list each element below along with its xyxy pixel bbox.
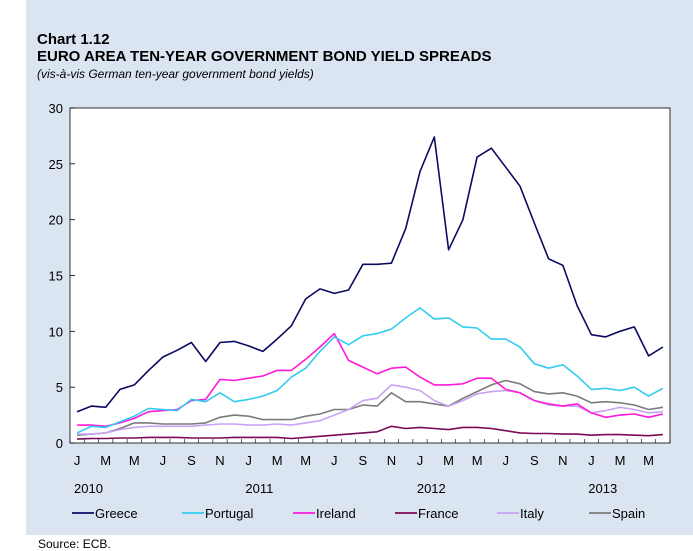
x-year-label: 2010 xyxy=(74,481,103,496)
series-line-spain xyxy=(77,379,664,436)
y-tick-label: 30 xyxy=(49,101,63,116)
x-tick-label: J xyxy=(502,453,509,468)
legend-label-ireland: Ireland xyxy=(316,506,356,521)
x-tick-label: M xyxy=(100,453,111,468)
x-tick-label: M xyxy=(300,453,311,468)
y-tick-label: 20 xyxy=(49,213,63,228)
x-tick-label: J xyxy=(160,453,167,468)
series-lines xyxy=(76,136,664,440)
chart-subtitle: (vis-à-vis German ten-year government bo… xyxy=(37,67,314,81)
legend-label-greece: Greece xyxy=(95,506,138,521)
x-tick-label: J xyxy=(74,453,81,468)
y-tick-label: 0 xyxy=(56,436,63,451)
legend-label-spain: Spain xyxy=(612,506,645,521)
x-tick-label: S xyxy=(530,453,539,468)
legend: Greece Portugal Ireland France Italy Spain xyxy=(72,506,645,521)
legend-label-italy: Italy xyxy=(520,506,544,521)
series-line-france xyxy=(77,425,663,440)
x-tick-label: M xyxy=(272,453,283,468)
x-tick-label: S xyxy=(187,453,196,468)
y-tick-label: 25 xyxy=(49,157,63,172)
y-tick-label: 10 xyxy=(49,324,63,339)
series-line-greece xyxy=(76,136,664,413)
x-year-label: 2012 xyxy=(417,481,446,496)
x-tick-label: N xyxy=(558,453,567,468)
chart-title: EURO AREA TEN-YEAR GOVERNMENT BOND YIELD… xyxy=(37,48,492,65)
plot-area xyxy=(69,107,671,444)
source-note: Source: ECB. xyxy=(38,537,111,551)
x-tick-label: M xyxy=(472,453,483,468)
x-year-label: 2013 xyxy=(588,481,617,496)
x-tick-label: S xyxy=(359,453,368,468)
y-tick-label: 5 xyxy=(56,380,63,395)
legend-label-france: France xyxy=(418,506,458,521)
series-line-portugal xyxy=(76,307,664,434)
x-tick-label: J xyxy=(331,453,338,468)
x-tick-label: J xyxy=(588,453,595,468)
chart-number: Chart 1.12 xyxy=(37,31,110,48)
x-tick-label: N xyxy=(215,453,224,468)
x-tick-label: J xyxy=(417,453,424,468)
x-tick-label: N xyxy=(387,453,396,468)
x-tick-label: M xyxy=(443,453,454,468)
y-tick-label: 15 xyxy=(49,269,63,284)
x-tick-label: M xyxy=(129,453,140,468)
legend-label-portugal: Portugal xyxy=(205,506,254,521)
x-tick-label: M xyxy=(615,453,626,468)
x-tick-label: J xyxy=(245,453,252,468)
axes: 0 5 10 15 20 25 30 J M M J S N J M M J S N J M M J S N J M M 2010 201… xyxy=(49,101,671,496)
x-year-label: 2011 xyxy=(245,481,273,496)
x-tick-label: M xyxy=(643,453,654,468)
